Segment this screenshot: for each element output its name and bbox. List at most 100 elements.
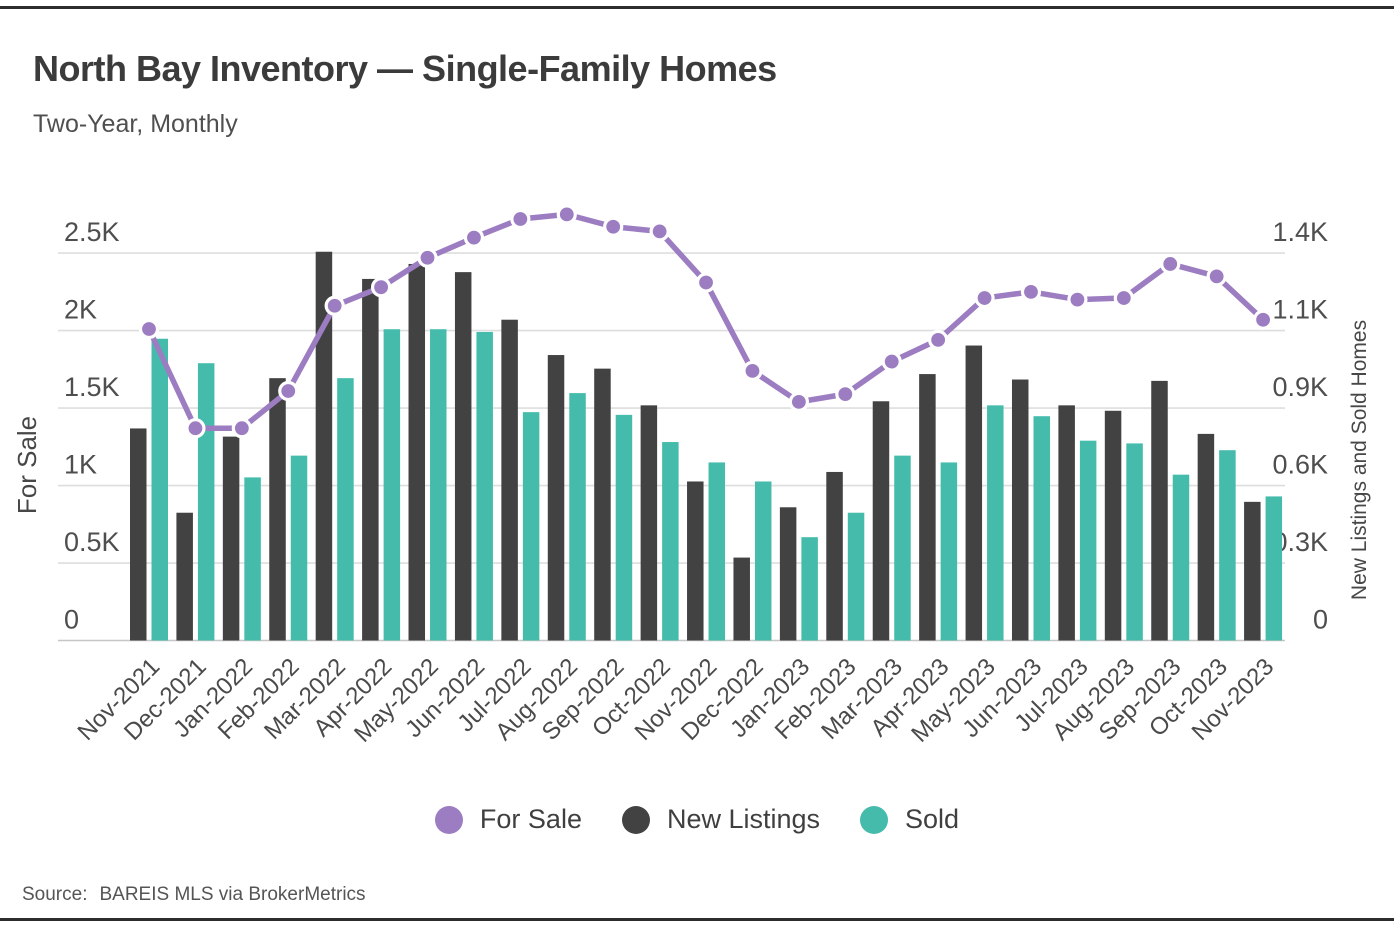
legend-swatch-icon	[860, 805, 889, 834]
bar-new-listings	[176, 512, 193, 641]
bar-new-listings	[547, 355, 565, 641]
for-sale-point	[510, 208, 531, 230]
bar-new-listings	[640, 405, 658, 641]
for-sale-point	[881, 351, 902, 372]
for-sale-point	[695, 272, 717, 293]
left-axis-tick-label: 1K	[64, 450, 97, 480]
legend-swatch-icon	[621, 805, 650, 834]
bar-new-listings	[130, 428, 147, 641]
left-axis-tick-label: 2K	[64, 295, 97, 325]
bar-new-listings	[779, 507, 797, 641]
bar-new-listings	[1058, 405, 1075, 641]
bar-sold	[1219, 450, 1236, 641]
bar-new-listings	[408, 263, 426, 641]
bar-new-listings	[594, 368, 611, 641]
bar-new-listings	[1104, 410, 1122, 641]
legend-item-sold: Sold	[860, 804, 959, 835]
for-sale-point	[1160, 253, 1181, 275]
bar-sold	[1079, 440, 1097, 641]
chart-legend: For Sale New Listings Sold	[0, 804, 1394, 835]
bar-sold	[1033, 416, 1050, 641]
right-axis-tick-label: 0.9K	[1272, 372, 1328, 402]
for-sale-point	[231, 418, 252, 439]
right-axis-tick-label: 0.6K	[1272, 450, 1328, 480]
for-sale-point	[1020, 281, 1042, 302]
legend-item-new-listings: New Listings	[621, 804, 821, 835]
for-sale-point	[371, 277, 392, 298]
for-sale-point	[278, 380, 299, 402]
bar-new-listings	[1244, 501, 1261, 641]
bar-sold	[197, 363, 215, 641]
bar-sold	[1172, 474, 1190, 641]
bar-sold	[337, 378, 354, 641]
bar-sold	[522, 412, 540, 641]
bar-sold	[244, 477, 261, 641]
bar-new-listings	[733, 557, 750, 641]
for-sale-point	[1113, 287, 1134, 309]
for-sale-point	[928, 329, 949, 350]
left-axis-title: For Sale	[12, 416, 42, 514]
bar-sold	[847, 512, 865, 641]
for-sale-point	[974, 287, 995, 309]
bar-new-listings	[1151, 380, 1168, 641]
bar-sold	[430, 329, 447, 641]
bar-new-listings	[872, 401, 890, 641]
bar-new-listings	[687, 481, 704, 641]
bar-sold	[476, 331, 493, 641]
for-sale-point	[835, 384, 856, 405]
bar-new-listings	[1197, 433, 1215, 641]
bar-sold	[1265, 496, 1283, 641]
bar-sold	[987, 405, 1004, 641]
source-label: Source:	[22, 884, 88, 905]
bar-new-listings	[315, 251, 333, 641]
for-sale-point	[324, 295, 345, 316]
for-sale-point	[185, 418, 206, 439]
top-divider	[0, 6, 1394, 9]
left-axis-tick-label: 2.5K	[64, 217, 120, 247]
page-title: North Bay Inventory — Single-Family Home…	[33, 48, 777, 89]
right-axis-tick-label: 1.1K	[1272, 295, 1328, 325]
bar-new-listings	[965, 345, 983, 641]
legend-swatch-icon	[434, 805, 463, 834]
for-sale-point	[603, 216, 624, 237]
bar-new-listings	[826, 471, 843, 641]
right-axis-tick-label: 1.4K	[1272, 217, 1328, 247]
legend-label: Sold	[905, 804, 960, 834]
left-axis-tick-label: 0.5K	[64, 527, 120, 557]
for-sale-point	[556, 204, 577, 225]
left-axis-tick-label: 1.5K	[64, 372, 120, 402]
legend-item-for-sale: For Sale	[434, 804, 582, 835]
for-sale-point	[788, 391, 809, 412]
for-sale-point	[138, 318, 160, 340]
bar-sold	[290, 455, 308, 641]
legend-label: New Listings	[666, 804, 821, 834]
bar-sold	[615, 414, 633, 641]
for-sale-point	[1067, 289, 1088, 310]
bar-new-listings	[454, 272, 472, 641]
bar-sold	[383, 329, 401, 641]
bar-sold	[662, 442, 679, 641]
bar-new-listings	[501, 319, 518, 641]
right-axis-tick-label: 0	[1313, 605, 1328, 635]
bar-new-listings	[362, 278, 379, 641]
for-sale-point	[649, 221, 670, 242]
bar-sold	[1126, 443, 1143, 641]
bar-new-listings	[269, 378, 286, 641]
source-note: Source: BAREIS MLS via BrokerMetrics	[22, 884, 366, 906]
for-sale-point	[742, 360, 763, 381]
bar-sold	[151, 338, 168, 641]
left-axis-tick-label: 0	[64, 605, 79, 635]
bottom-divider	[0, 918, 1394, 921]
for-sale-point	[463, 227, 485, 248]
bar-sold	[940, 462, 958, 641]
bar-new-listings	[919, 374, 936, 641]
for-sale-point	[1206, 266, 1227, 287]
source-text: BAREIS MLS via BrokerMetrics	[99, 884, 366, 905]
bar-sold	[569, 393, 586, 641]
page-subtitle: Two-Year, Monthly	[33, 110, 238, 138]
bar-new-listings	[222, 436, 240, 641]
bar-sold	[801, 537, 818, 641]
bar-sold	[754, 481, 772, 641]
